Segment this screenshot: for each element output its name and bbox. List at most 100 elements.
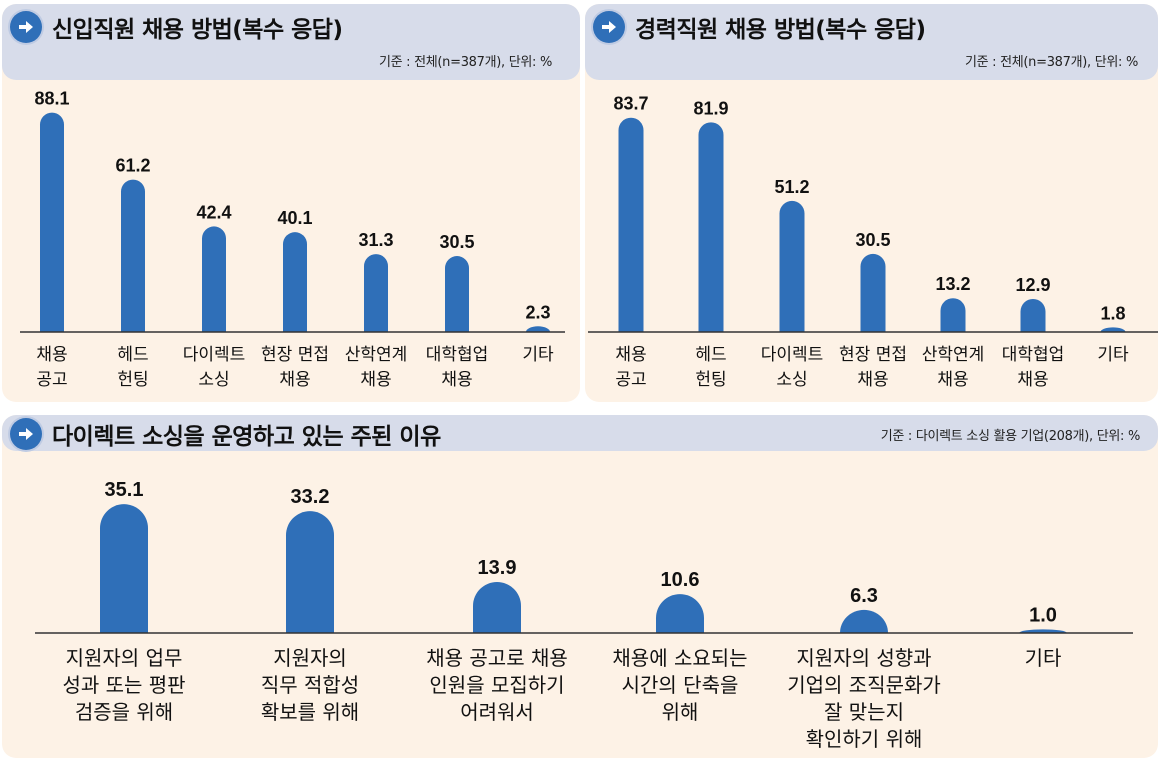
- chart-title: 다이렉트 소싱을 운영하고 있는 주된 이유: [52, 424, 441, 450]
- category-label: 기타: [1025, 646, 1062, 670]
- arrow-right-circle-icon: [10, 418, 42, 450]
- category-label: 채용: [937, 370, 968, 390]
- value-label: 1.0: [1029, 604, 1057, 626]
- chart-header: 경력직원 채용 방법(복수 응답) 기준 : 전체(n=387개), 단위: %: [585, 4, 1158, 80]
- bar: [1019, 629, 1067, 633]
- chart-header: 다이렉트 소싱을 운영하고 있는 주된 이유 기준 : 다이렉트 소싱 활용 기…: [2, 415, 1158, 451]
- category-label: 공고: [36, 370, 67, 390]
- value-label: 83.7: [613, 94, 648, 114]
- value-label: 13.9: [478, 557, 517, 579]
- bar: [698, 122, 724, 332]
- value-label: 30.5: [439, 232, 474, 252]
- category-label: 헌팅: [695, 370, 726, 390]
- chart-subtitle: 기준 : 전체(n=387개), 단위: %: [965, 55, 1138, 70]
- category-label: 대학협업: [426, 345, 489, 365]
- category-label: 어려워서: [460, 700, 534, 724]
- bar: [940, 298, 966, 332]
- category-label: 헌팅: [117, 370, 148, 390]
- category-label: 채용: [857, 370, 888, 390]
- value-label: 30.5: [855, 230, 890, 250]
- category-label: 현장 면접: [839, 345, 907, 365]
- category-label: 검증을 위해: [75, 700, 173, 724]
- category-label: 확인하기 위해: [806, 727, 923, 751]
- value-label: 10.6: [661, 569, 700, 591]
- value-label: 33.2: [291, 486, 330, 508]
- value-label: 81.9: [693, 98, 728, 118]
- bar: [364, 254, 389, 332]
- category-label: 채용: [441, 370, 472, 390]
- category-label: 채용: [1017, 370, 1048, 390]
- bar: [445, 256, 469, 332]
- category-label: 잘 맞는지: [824, 700, 904, 724]
- bar: [283, 232, 307, 332]
- category-label: 다이렉트: [761, 345, 824, 365]
- bar: [202, 226, 226, 332]
- bar: [1100, 327, 1126, 332]
- category-label: 지원자의 업무: [66, 646, 183, 670]
- value-label: 51.2: [774, 177, 809, 197]
- category-label: 현장 면접: [261, 345, 329, 365]
- category-label: 시간의 단축을: [622, 673, 739, 697]
- bar: [40, 112, 64, 332]
- chart-subtitle: 기준 : 전체(n=387개), 단위: %: [379, 55, 552, 70]
- value-label: 42.4: [196, 202, 231, 222]
- chart-title: 신입직원 채용 방법(복수 응답): [52, 17, 343, 43]
- chart-header: 신입직원 채용 방법(복수 응답) 기준 : 전체(n=387개), 단위: %: [2, 4, 580, 80]
- chart-subtitle: 기준 : 다이렉트 소싱 활용 기업(208개), 단위: %: [880, 429, 1141, 444]
- category-label: 채용 공고로 채용: [426, 646, 568, 670]
- category-label: 채용: [360, 370, 391, 390]
- value-label: 35.1: [105, 479, 144, 501]
- bar: [100, 504, 148, 633]
- chart-panel-direct-sourcing-reasons: 다이렉트 소싱을 운영하고 있는 주된 이유 기준 : 다이렉트 소싱 활용 기…: [2, 415, 1158, 758]
- category-label: 기업의 조직문화가: [787, 673, 941, 697]
- bar: [618, 117, 644, 332]
- category-label: 기타: [522, 345, 554, 365]
- category-label: 헤드: [117, 345, 148, 365]
- value-label: 31.3: [358, 230, 393, 250]
- category-label: 채용: [36, 345, 67, 365]
- category-label: 채용에 소요되는: [612, 646, 747, 670]
- category-label: 위해: [662, 700, 699, 724]
- category-label: 지원자의: [273, 646, 347, 670]
- bar: [286, 511, 334, 633]
- category-label: 대학협업: [1002, 345, 1065, 365]
- category-label: 인원을 모집하기: [429, 673, 564, 697]
- category-label: 다이렉트: [183, 345, 246, 365]
- category-label: 성과 또는 평판: [62, 673, 185, 697]
- category-label: 산학연계: [922, 345, 985, 365]
- bar: [860, 253, 886, 332]
- value-label: 88.1: [34, 89, 69, 109]
- value-label: 6.3: [850, 585, 878, 607]
- category-label: 확보를 위해: [261, 700, 359, 724]
- category-label: 산학연계: [345, 345, 408, 365]
- category-label: 채용: [615, 345, 646, 365]
- bar: [1020, 298, 1046, 332]
- value-label: 2.3: [525, 302, 550, 322]
- bar: [121, 179, 145, 332]
- chart-panel-new-hire: 신입직원 채용 방법(복수 응답) 기준 : 전체(n=387개), 단위: %: [2, 4, 580, 402]
- category-label: 채용: [279, 370, 310, 390]
- chart-panel-experienced-hire: 경력직원 채용 방법(복수 응답) 기준 : 전체(n=387개), 단위: %: [585, 4, 1158, 402]
- arrow-right-circle-icon: [10, 11, 42, 43]
- bar: [779, 200, 805, 332]
- arrow-right-circle-icon: [593, 11, 625, 43]
- value-label: 13.2: [935, 274, 970, 294]
- bar: [840, 609, 888, 633]
- category-label: 소싱: [198, 370, 229, 390]
- value-label: 12.9: [1015, 275, 1050, 295]
- value-label: 61.2: [115, 156, 150, 176]
- category-label: 헤드: [695, 345, 726, 365]
- bar: [656, 594, 704, 633]
- value-label: 40.1: [277, 208, 312, 228]
- category-label: 공고: [615, 370, 646, 390]
- value-label: 1.8: [1100, 303, 1125, 323]
- category-label: 지원자의 성향과: [796, 646, 931, 670]
- category-label: 소싱: [776, 370, 807, 390]
- bar: [473, 581, 521, 633]
- bar: [526, 326, 550, 332]
- category-label: 직무 적합성: [261, 673, 359, 697]
- chart-title: 경력직원 채용 방법(복수 응답): [635, 17, 926, 43]
